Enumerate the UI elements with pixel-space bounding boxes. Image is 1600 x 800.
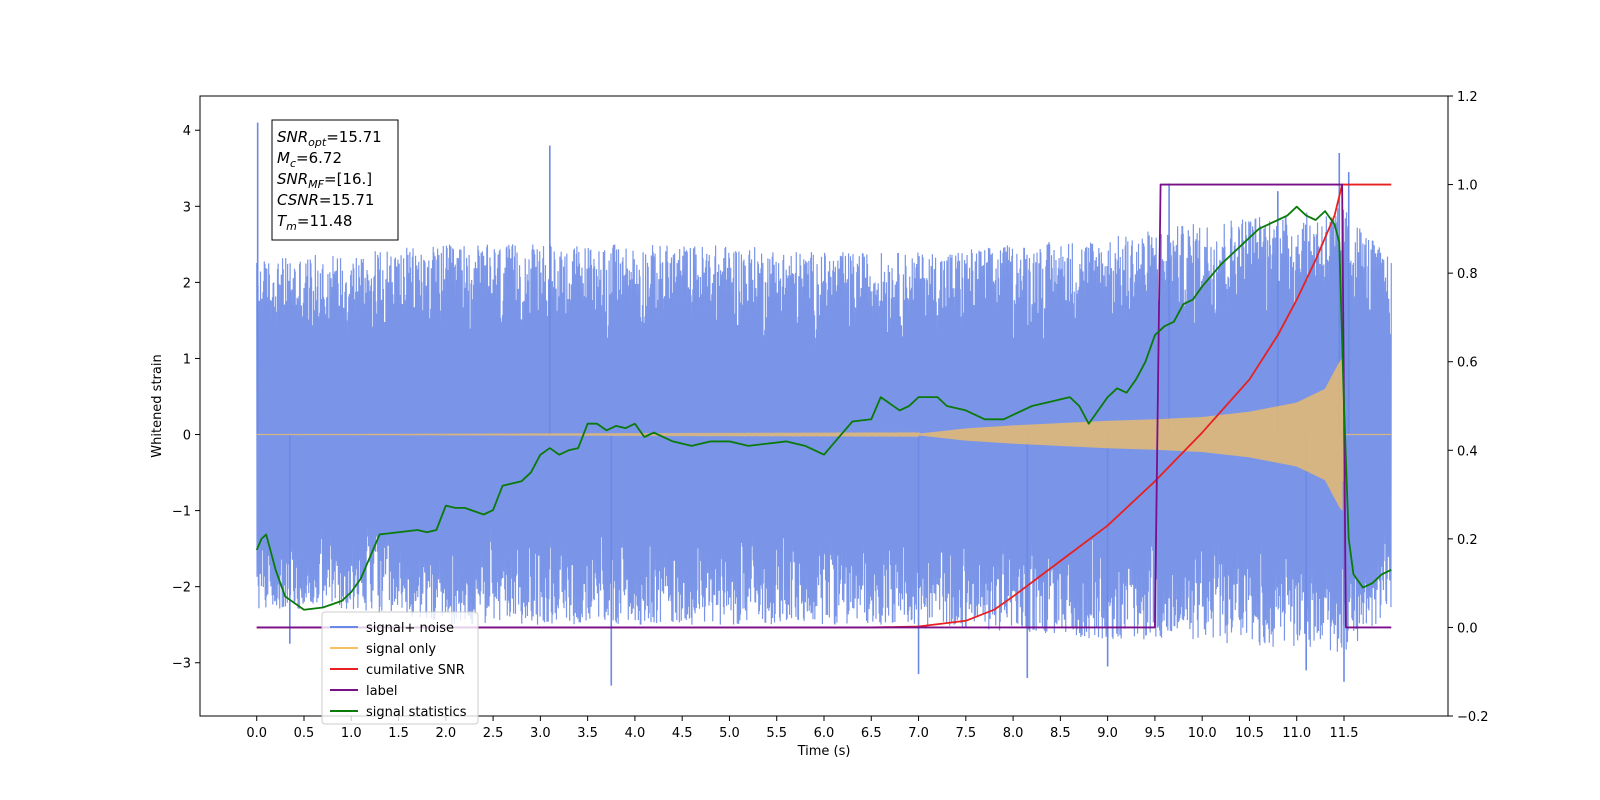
x-tick-label: 8.0	[1003, 726, 1024, 741]
annotation-line: SNRopt=15.71	[277, 128, 382, 149]
y-right-tick-label: −0.2	[1457, 710, 1489, 725]
x-tick-label: 6.0	[814, 726, 835, 741]
x-tick-label: 7.5	[955, 726, 976, 741]
annotation-value: =11.48	[297, 212, 353, 230]
x-tick-label: 0.0	[246, 726, 267, 741]
series-label	[256, 183, 1392, 629]
legend-label: cumilative SNR	[366, 663, 465, 678]
x-tick-label: 5.0	[719, 726, 740, 741]
x-tick-label: 11.0	[1282, 726, 1311, 741]
x-tick-label: 6.5	[861, 726, 882, 741]
y-right-tick-label: 0.0	[1457, 621, 1478, 636]
legend-label: signal statistics	[366, 705, 467, 720]
y-left-tick-label: −2	[172, 581, 191, 596]
x-axis-title: Time (s)	[797, 744, 851, 759]
annotation-subscript: c	[290, 157, 296, 170]
x-tick-label: 5.5	[766, 726, 787, 741]
legend: signal+ noise signal only cumilative SNR la…	[321, 611, 479, 725]
y-left-tick-label: −1	[172, 505, 191, 520]
annotation-line: Mc=6.72	[277, 149, 342, 170]
series-signal-only	[256, 359, 1392, 511]
series-signal-statistics	[255, 205, 1392, 611]
x-tick-label: 8.5	[1050, 726, 1071, 741]
annotation-symbol: T	[277, 212, 288, 230]
y-left-tick-label: −3	[172, 657, 191, 672]
y-left-tick-label: 2	[183, 276, 191, 291]
x-tick-label: 1.5	[388, 726, 409, 741]
x-tick-label: 2.5	[483, 726, 504, 741]
y-left-tick-label: 1	[183, 352, 191, 367]
y-right-tick-label: 0.4	[1457, 444, 1478, 459]
annotation-line: Tm=11.48	[277, 212, 352, 233]
y-axis-title-left: Whitened strain	[150, 354, 165, 457]
x-tick-label: 7.0	[908, 726, 929, 741]
series-cumilative-snr	[256, 183, 1392, 629]
annotation-line: CSNR=15.71	[277, 191, 374, 209]
x-tick-label: 3.5	[577, 726, 598, 741]
annotation-value: =6.72	[296, 149, 342, 167]
x-tick-label: 9.0	[1097, 726, 1118, 741]
x-tick-label: 0.5	[294, 726, 315, 741]
legend-frame	[321, 611, 479, 725]
y-right-tick-label: 0.2	[1457, 533, 1478, 548]
annotation-value: =15.71	[326, 128, 382, 146]
annotation-subscript: opt	[308, 136, 327, 149]
x-tick-label: 9.5	[1145, 726, 1166, 741]
y-right-tick-label: 0.6	[1457, 356, 1478, 371]
annotation-symbol: M	[277, 149, 290, 167]
annotation-value: =[16.]	[324, 170, 372, 188]
x-tick-label: 1.0	[341, 726, 362, 741]
y-left-tick-label: 4	[183, 124, 191, 139]
annotation-symbol: SNR	[277, 128, 308, 146]
annotation-symbol: SNR	[277, 170, 308, 188]
snr-annotation-box: SNRopt=15.71Mc=6.72SNRMF=[16.]CSNR=15.71…	[271, 119, 399, 241]
annotation-frame	[271, 119, 399, 241]
y-right-tick-label: 0.8	[1457, 267, 1478, 282]
x-tick-label: 4.0	[625, 726, 646, 741]
legend-label: signal+ noise	[366, 621, 454, 636]
x-tick-label: 10.5	[1235, 726, 1264, 741]
annotation-line: SNRMF=[16.]	[277, 170, 372, 191]
x-tick-label: 3.0	[530, 726, 551, 741]
annotation-value: =15.71	[319, 191, 375, 209]
x-tick-label: 11.5	[1330, 726, 1359, 741]
x-tick-label: 10.0	[1188, 726, 1217, 741]
series-signal-plus-noise	[256, 208, 1392, 652]
annotation-symbol: CSNR	[277, 191, 319, 209]
legend-label: signal only	[366, 642, 436, 657]
y-left-tick-label: 0	[183, 429, 191, 444]
y-right-tick-label: 1.0	[1457, 179, 1478, 194]
annotation-subscript: m	[286, 220, 297, 233]
y-left-tick-label: 3	[183, 200, 191, 215]
y-right-tick-label: 1.2	[1457, 90, 1478, 105]
legend-label: label	[366, 684, 397, 699]
x-tick-label: 2.0	[435, 726, 456, 741]
annotation-subscript: MF	[308, 178, 324, 191]
x-tick-label: 4.5	[672, 726, 693, 741]
